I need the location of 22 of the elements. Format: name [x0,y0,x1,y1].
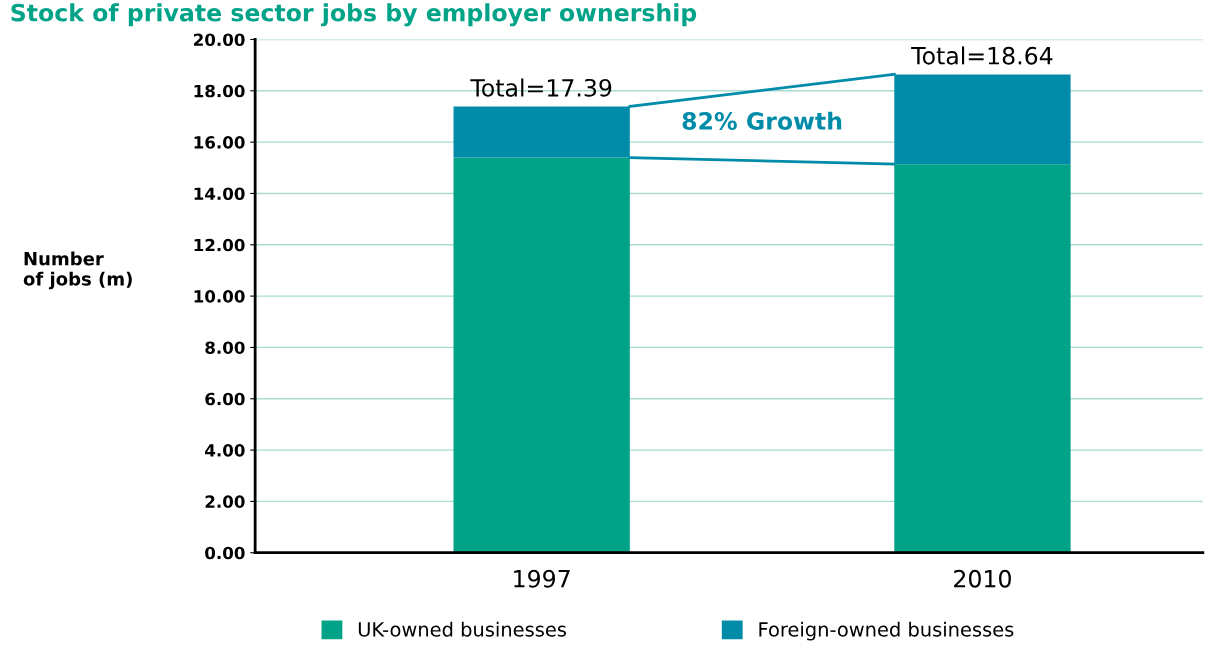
y-tick-label: 0.00 [205,546,245,560]
y-axis-title: Number of jobs (m) [23,251,132,290]
total-label: Total=18.64 [911,46,1053,65]
legend-label: UK-owned businesses [358,621,567,637]
y-tick-label: 18.00 [194,84,245,98]
y-tick-label: 4.00 [205,444,245,457]
legend-label: Foreign-owned businesses [759,621,1014,641]
y-tick-label: 10.00 [194,290,245,303]
y-tick-label: 14.00 [194,187,245,201]
total-label: Total=17.39 [470,78,612,97]
y-tick-label: 8.00 [205,341,245,354]
bar [894,164,1071,553]
chart-title: Stock of private sector jobs by employer ownership [11,3,697,27]
x-tick-label: 2010 [954,569,1011,588]
annotation: 82% Growth [682,111,842,130]
bar [453,157,630,553]
y-tick-label: 16.00 [194,136,245,149]
y-tick-label: 12.00 [194,238,245,252]
y-tick-label: 2.00 [205,495,245,508]
x-tick-label: 1997 [514,569,570,588]
y-tick-label: 20.00 [194,33,245,47]
y-tick-label: 6.00 [205,392,245,406]
